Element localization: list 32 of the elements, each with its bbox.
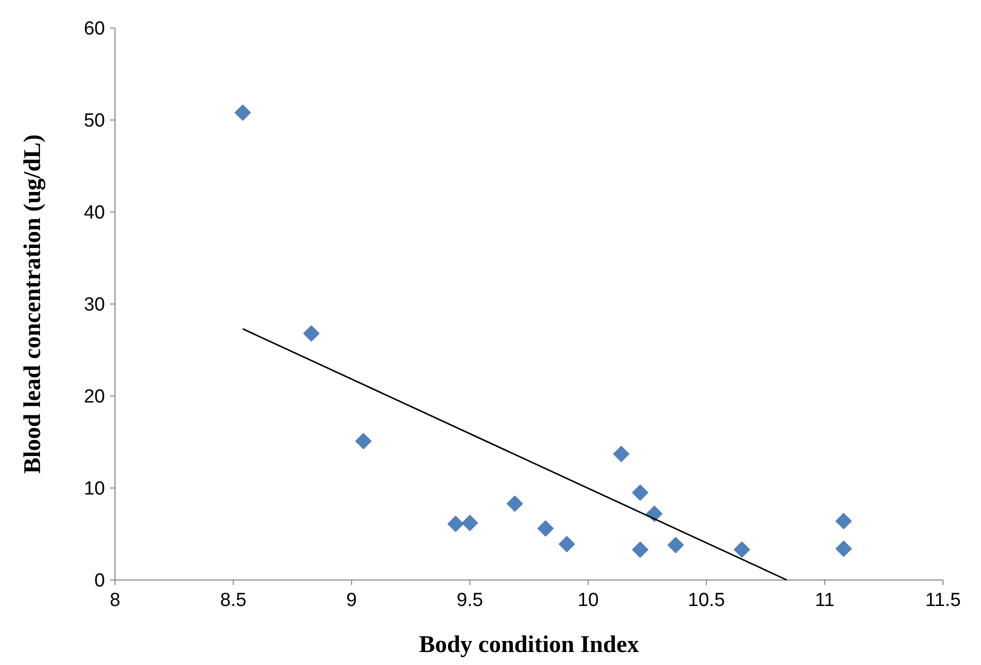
point [447, 516, 464, 532]
x-tick-label: 11.5 [925, 590, 961, 611]
point [613, 446, 630, 462]
y-tick-label: 60 [84, 18, 105, 40]
y-tick-label: 40 [84, 202, 105, 224]
x-tick-label: 8.5 [220, 590, 246, 611]
x-tick-label: 9.5 [456, 590, 484, 611]
x-tick-label: 8 [110, 590, 120, 611]
point [537, 520, 554, 537]
y-tick-label: 50 [84, 110, 105, 132]
y-tick-label: 0 [94, 570, 105, 592]
y-tick-label: 10 [84, 478, 105, 500]
x-tick-label: 9 [346, 590, 357, 611]
point [667, 536, 684, 554]
point [632, 484, 648, 501]
point [734, 541, 750, 558]
point [835, 540, 852, 557]
point [506, 495, 524, 512]
point [355, 432, 372, 450]
point [632, 541, 648, 558]
y-tick-label: 30 [84, 294, 105, 316]
point [303, 325, 320, 342]
x-tick-label: 11 [814, 590, 835, 611]
point [234, 104, 251, 121]
x-axis-title: Body condition Index [418, 632, 640, 658]
y-tick-label: 20 [84, 386, 105, 408]
point [558, 536, 576, 552]
point [462, 514, 478, 532]
point [835, 512, 852, 530]
y-axis-title: Blood lead concentration (ug/dL) [20, 134, 46, 474]
x-tick-label: 10.5 [688, 590, 725, 611]
x-tick-label: 10 [578, 590, 599, 611]
